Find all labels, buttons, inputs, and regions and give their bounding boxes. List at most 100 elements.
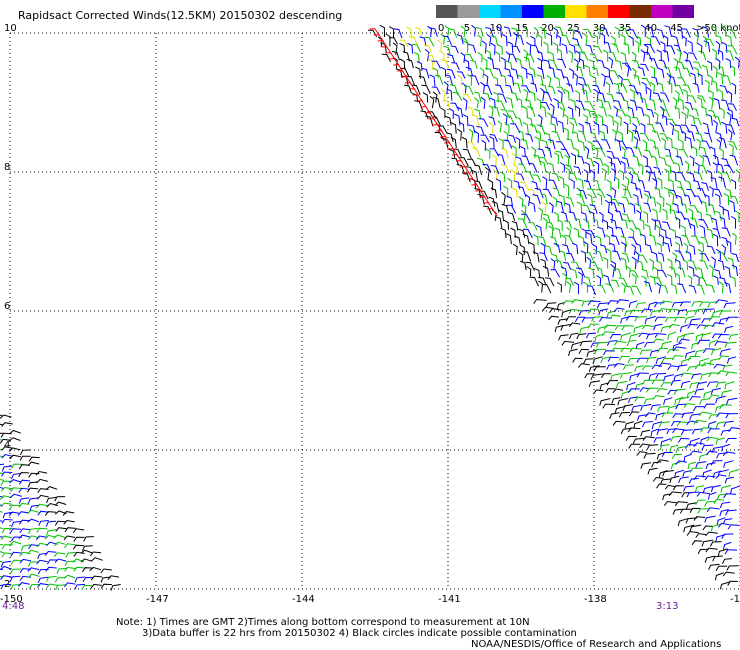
wind-barb <box>646 444 659 450</box>
wind-barb <box>675 445 687 453</box>
legend-swatch <box>672 5 694 18</box>
wind-barb <box>462 97 468 111</box>
wind-barb <box>418 75 427 85</box>
wind-barb <box>708 316 721 322</box>
wind-barb <box>525 261 535 271</box>
wind-barb <box>672 428 685 434</box>
wind-barb <box>503 26 512 37</box>
wind-barb <box>689 223 696 237</box>
wind-barb <box>620 52 627 63</box>
wind-barb <box>510 123 521 134</box>
wind-barb <box>510 168 516 182</box>
wind-barb <box>558 334 569 341</box>
wind-barb <box>726 565 739 571</box>
wind-barb <box>541 201 547 214</box>
wind-barb <box>399 39 409 48</box>
lon-tick-label: -150 <box>0 594 23 605</box>
wind-barb <box>715 381 727 388</box>
wind-barb <box>477 157 485 167</box>
wind-barb <box>511 152 517 166</box>
wind-barb <box>627 357 639 364</box>
wind-barb <box>721 41 728 53</box>
wind-barb <box>556 68 565 79</box>
wind-barb <box>19 558 32 564</box>
wind-barb <box>443 81 449 95</box>
wind-barb <box>592 179 601 191</box>
wind-barb <box>511 187 518 198</box>
wind-barb <box>36 559 48 565</box>
wind-barb <box>27 567 40 572</box>
wind-barb <box>556 141 567 151</box>
wind-barb <box>618 74 623 87</box>
wind-barb <box>675 403 687 410</box>
wind-barb <box>487 57 495 70</box>
wind-barb <box>619 169 625 181</box>
wind-barb <box>708 372 721 378</box>
wind-barb <box>643 190 652 199</box>
wind-barb <box>691 540 703 546</box>
wind-barb <box>45 566 57 572</box>
wind-barb <box>651 364 663 370</box>
wind-barb <box>489 97 496 109</box>
wind-barb <box>400 76 412 85</box>
wind-barb <box>529 91 536 102</box>
wind-barb <box>550 269 561 278</box>
wind-barb <box>659 234 665 246</box>
wind-barb <box>730 195 739 205</box>
wind-barb <box>710 460 723 466</box>
lat-tick-label: 4 <box>4 440 10 451</box>
wind-barb <box>698 357 710 367</box>
wind-barb <box>654 302 665 308</box>
wind-barb <box>659 195 665 207</box>
wind-barb <box>379 24 385 38</box>
wind-barb <box>589 132 598 142</box>
wind-barb <box>668 75 677 87</box>
wind-barb <box>655 356 667 364</box>
wind-barb <box>588 380 601 387</box>
wind-barb <box>670 283 678 294</box>
wind-barb <box>616 92 625 101</box>
wind-barb <box>691 301 702 307</box>
wind-barb <box>536 97 542 110</box>
wind-barb <box>28 472 40 478</box>
wind-barb <box>607 155 613 167</box>
wind-barb <box>697 42 703 54</box>
wind-barb <box>589 110 599 119</box>
wind-barb <box>702 122 710 135</box>
wind-barb <box>701 318 712 324</box>
wind-barb <box>651 76 659 86</box>
legend-swatch <box>522 5 544 18</box>
wind-barb <box>589 169 595 181</box>
wind-barb <box>601 139 611 150</box>
wind-barb <box>636 414 649 421</box>
wind-barb <box>718 137 727 149</box>
wind-barb <box>391 50 400 61</box>
wind-barb <box>646 25 655 38</box>
wind-barb <box>539 26 546 39</box>
wind-barb <box>630 181 638 191</box>
wind-barb <box>631 404 642 412</box>
wind-barb <box>708 414 720 420</box>
wind-barb <box>572 357 583 363</box>
wind-barb <box>673 66 682 78</box>
wind-barb <box>559 250 567 261</box>
wind-barb <box>731 117 740 127</box>
wind-barb <box>662 493 672 501</box>
wind-barb <box>674 469 685 478</box>
wind-barb <box>609 161 617 173</box>
wind-barb <box>503 185 509 198</box>
wind-barb <box>27 481 39 488</box>
wind-barb <box>596 266 604 279</box>
wind-barb <box>644 113 651 126</box>
wind-barb <box>63 535 76 541</box>
wind-barb <box>536 74 544 86</box>
wind-barb <box>699 154 705 166</box>
wind-barb <box>615 59 623 70</box>
wind-barb <box>712 154 720 166</box>
wind-barb <box>548 66 556 78</box>
wind-barb <box>569 99 577 111</box>
wind-barb <box>18 497 30 504</box>
wind-barb <box>492 154 497 167</box>
wind-barb <box>561 309 572 318</box>
wind-barb <box>527 72 535 85</box>
